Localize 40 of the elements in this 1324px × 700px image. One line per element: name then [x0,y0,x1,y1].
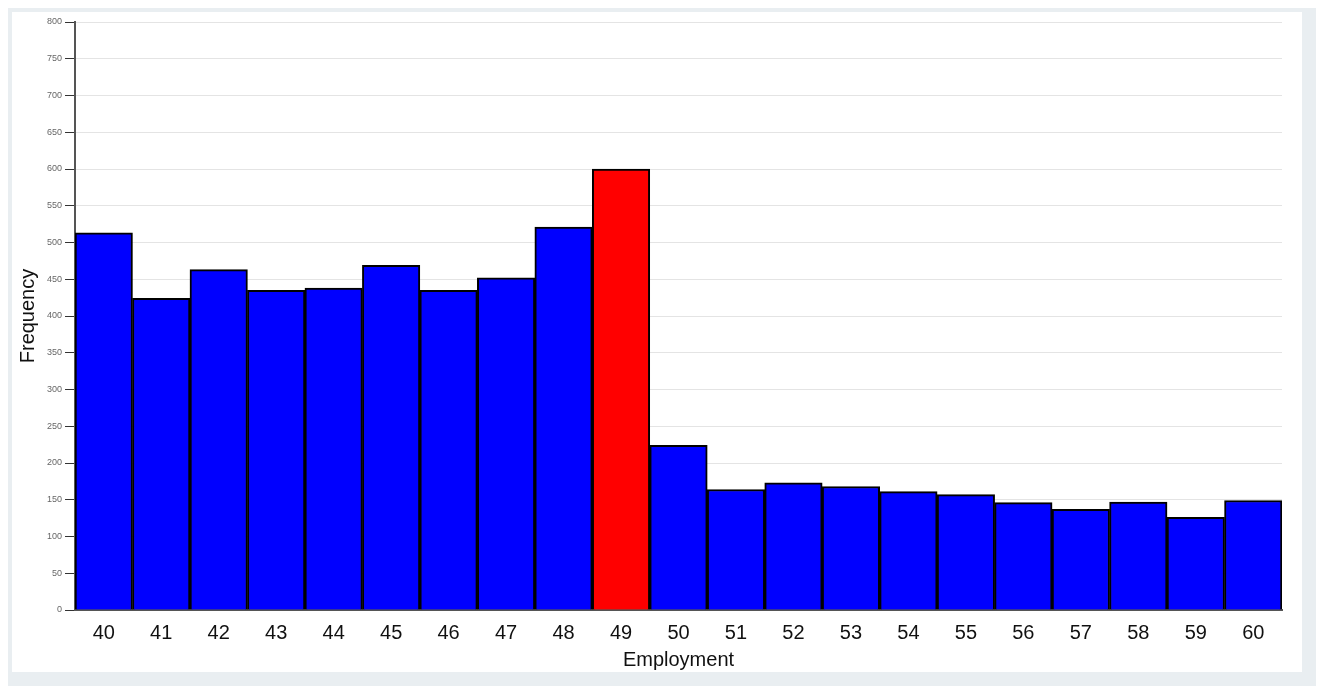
x-tick-label: 42 [207,620,230,643]
x-tick-label: 51 [724,620,748,643]
y-tick-label: 300 [46,383,63,394]
x-tick-label: 45 [380,620,403,643]
x-tick-label: 52 [782,620,805,643]
x-tick-label: 48 [552,620,575,643]
x-tick-label: 44 [322,620,345,643]
x-tick-label: 46 [437,620,460,643]
x-tick-label: 50 [667,620,690,643]
y-tick-label: 450 [46,273,63,284]
y-tick-label: 150 [46,494,63,505]
y-tick-label: 400 [46,310,63,321]
y-axis-title: Frequency [15,268,38,364]
y-tick-label: 550 [46,200,63,211]
y-tick-label: 700 [46,89,63,100]
x-tick-label: 53 [839,620,863,643]
y-tick-label: 500 [46,236,63,247]
y-tick-label: 200 [46,457,63,468]
x-tick-label: 60 [1242,620,1265,643]
y-tick-label: 0 [57,604,63,615]
x-tick-label: 47 [494,620,518,643]
x-tick-label: 58 [1127,620,1150,643]
x-tick-label: 57 [1069,620,1092,643]
y-tick-label: 50 [52,567,63,578]
x-tick-label: 40 [92,620,115,643]
y-tick-label: 250 [46,420,63,431]
x-tick-label: 43 [265,620,288,643]
x-axis-title: Employment [622,647,735,670]
y-tick-label: 800 [46,16,63,27]
x-tick-label: 59 [1184,620,1207,643]
y-tick-label: 350 [46,347,63,358]
x-tick-label: 49 [609,620,633,643]
x-tick-label: 41 [150,620,173,643]
x-tick-label: 54 [897,620,920,643]
y-tick-label: 600 [46,163,63,174]
y-tick-label: 750 [46,53,63,64]
x-tick-label: 55 [954,620,978,643]
x-tick-label: 56 [1012,620,1035,643]
y-tick-label: 100 [46,530,63,541]
y-tick-label: 650 [46,126,63,137]
